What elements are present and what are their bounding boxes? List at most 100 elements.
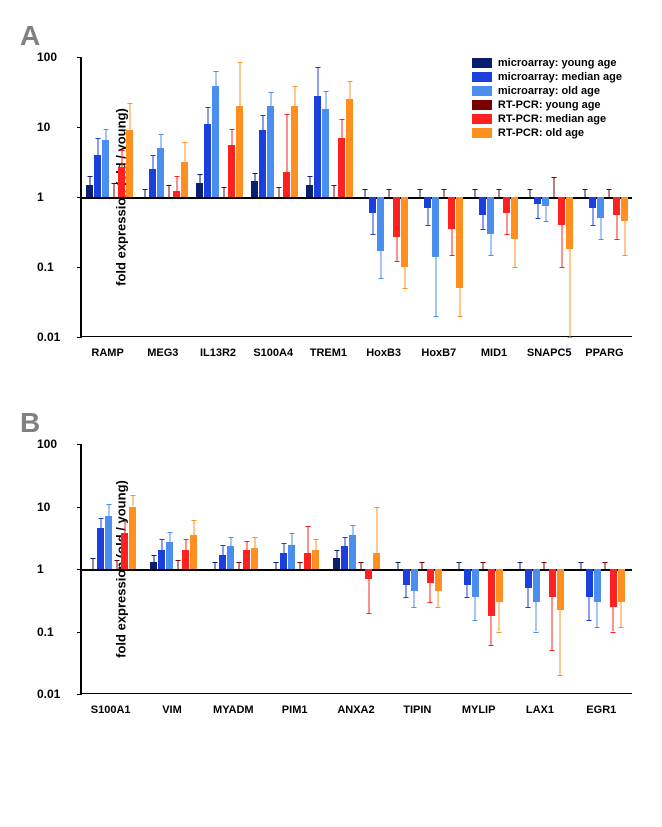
y-tick: 1 bbox=[37, 190, 44, 204]
gene-group bbox=[388, 444, 449, 694]
x-label: MYLIP bbox=[448, 699, 509, 724]
bar bbox=[496, 569, 503, 602]
gene-group bbox=[82, 444, 143, 694]
gene-group bbox=[192, 57, 247, 337]
bar bbox=[181, 162, 188, 197]
bar bbox=[86, 185, 93, 197]
gene-group bbox=[204, 444, 265, 694]
chart-a: microarray: young agemicroarray: median … bbox=[80, 57, 632, 367]
bar bbox=[427, 569, 434, 583]
gene-group bbox=[449, 444, 510, 694]
panel-a: A microarray: young agemicroarray: media… bbox=[20, 20, 642, 367]
bar bbox=[346, 99, 353, 197]
bar bbox=[566, 197, 573, 249]
x-label: MYADM bbox=[203, 699, 264, 724]
bar bbox=[149, 169, 156, 197]
bar bbox=[267, 106, 274, 197]
gene-group bbox=[412, 57, 467, 337]
x-label: RAMP bbox=[80, 342, 135, 367]
bar bbox=[557, 569, 564, 610]
y-tick: 100 bbox=[37, 437, 57, 451]
bar bbox=[542, 197, 549, 206]
gene-group bbox=[326, 444, 387, 694]
bar bbox=[314, 96, 321, 197]
bar bbox=[118, 167, 125, 197]
bar bbox=[126, 130, 133, 197]
bar bbox=[243, 550, 250, 569]
bar bbox=[157, 148, 164, 197]
gene-group bbox=[522, 57, 577, 337]
bar bbox=[610, 569, 617, 607]
bar bbox=[613, 197, 620, 215]
bar bbox=[97, 528, 104, 569]
bar bbox=[448, 197, 455, 229]
bar bbox=[190, 535, 197, 569]
y-tick: 1 bbox=[37, 562, 44, 576]
bar bbox=[487, 197, 494, 234]
bar bbox=[251, 548, 258, 569]
x-label: TIPIN bbox=[387, 699, 448, 724]
bar bbox=[621, 197, 628, 221]
bar bbox=[102, 140, 109, 197]
bar bbox=[129, 507, 136, 570]
bar bbox=[349, 535, 356, 569]
bar bbox=[435, 569, 442, 591]
bar bbox=[525, 569, 532, 588]
bar bbox=[373, 553, 380, 569]
gene-group bbox=[137, 57, 192, 337]
bar bbox=[227, 546, 234, 569]
x-label: TREM1 bbox=[301, 342, 356, 367]
x-label: HoxB3 bbox=[356, 342, 411, 367]
bar bbox=[586, 569, 593, 597]
x-labels-b: S100A1VIMMYADMPIM1ANXA2TIPINMYLIPLAX1EGR… bbox=[80, 699, 632, 724]
y-tick: 0.1 bbox=[37, 625, 54, 639]
gene-group bbox=[82, 57, 137, 337]
panel-b-label: B bbox=[20, 407, 642, 439]
bar bbox=[377, 197, 384, 251]
bar bbox=[251, 181, 258, 197]
plot-a: fold expression (old / young) 0.010.1110… bbox=[80, 57, 632, 337]
x-label: S100A1 bbox=[80, 699, 141, 724]
bar bbox=[401, 197, 408, 267]
gene-group bbox=[357, 57, 412, 337]
y-tick: 10 bbox=[37, 500, 50, 514]
bar bbox=[533, 569, 540, 602]
x-label: PPARG bbox=[577, 342, 632, 367]
bar bbox=[322, 109, 329, 197]
bar bbox=[432, 197, 439, 257]
x-label: MEG3 bbox=[135, 342, 190, 367]
bar bbox=[403, 569, 410, 585]
bar bbox=[511, 197, 518, 239]
y-tick: 0.1 bbox=[37, 260, 54, 274]
x-label: S100A4 bbox=[246, 342, 301, 367]
bar bbox=[304, 553, 311, 569]
bar bbox=[204, 124, 211, 197]
bar bbox=[472, 569, 479, 597]
bar bbox=[259, 130, 266, 197]
bar bbox=[333, 558, 340, 569]
bar bbox=[488, 569, 495, 616]
panel-b: B fold expression (old / young) 0.010.11… bbox=[20, 407, 642, 724]
x-labels-a: RAMPMEG3IL13R2S100A4TREM1HoxB3HoxB7MID1S… bbox=[80, 342, 632, 367]
gene-group bbox=[247, 57, 302, 337]
bar bbox=[338, 138, 345, 197]
x-label: EGR1 bbox=[571, 699, 632, 724]
bar bbox=[618, 569, 625, 602]
gene-group bbox=[467, 57, 522, 337]
y-tick: 10 bbox=[37, 120, 50, 134]
gene-group bbox=[265, 444, 326, 694]
bar bbox=[589, 197, 596, 208]
bar bbox=[479, 197, 486, 215]
bar bbox=[503, 197, 510, 213]
bar bbox=[236, 106, 243, 197]
y-tick: 0.01 bbox=[37, 687, 60, 701]
bar bbox=[212, 86, 219, 197]
bar bbox=[424, 197, 431, 208]
bar bbox=[365, 569, 372, 579]
bar bbox=[306, 185, 313, 197]
x-label: IL13R2 bbox=[190, 342, 245, 367]
x-label: ANXA2 bbox=[325, 699, 386, 724]
bar bbox=[341, 546, 348, 569]
x-label: LAX1 bbox=[509, 699, 570, 724]
bar bbox=[121, 533, 128, 569]
